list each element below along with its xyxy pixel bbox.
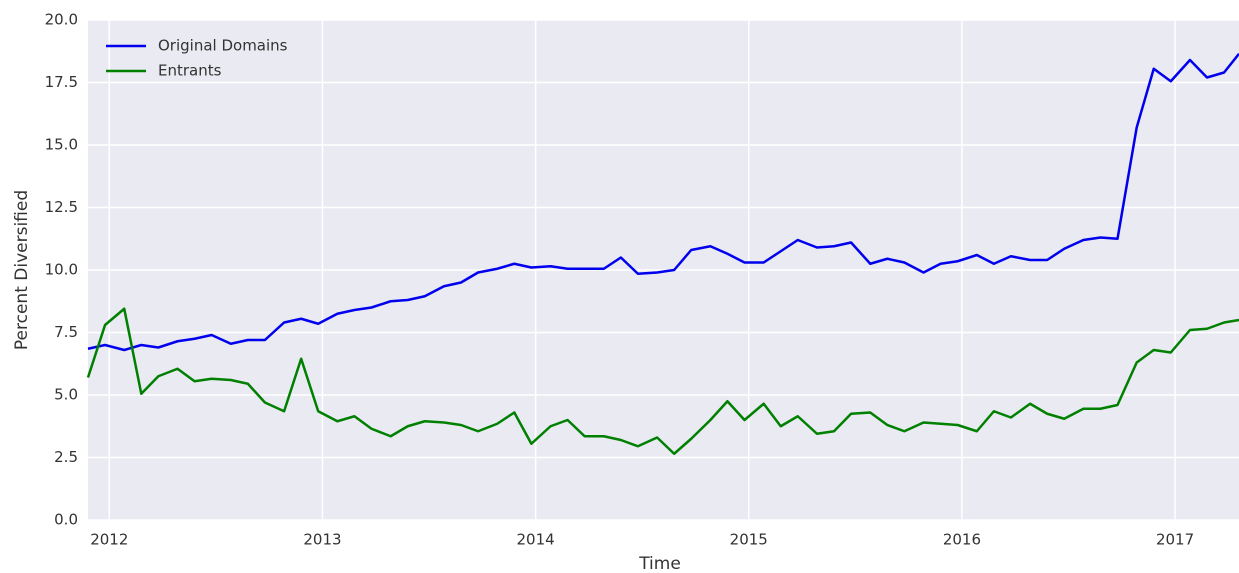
y-tick-label: 0.0 <box>54 511 78 529</box>
y-axis-label: Percent Diversified <box>12 190 32 350</box>
y-tick-label: 5.0 <box>54 386 78 404</box>
x-tick-label: 2017 <box>1156 531 1194 549</box>
y-tick-label: 20.0 <box>45 11 78 29</box>
y-tick-label: 15.0 <box>45 136 78 154</box>
y-tick-label: 7.5 <box>54 323 78 341</box>
y-tick-label: 2.5 <box>54 448 78 466</box>
legend-label: Entrants <box>158 62 222 80</box>
y-tick-label: 10.0 <box>45 261 78 279</box>
legend-label: Original Domains <box>158 37 288 55</box>
x-tick-label: 2013 <box>303 531 341 549</box>
x-axis-label: Time <box>638 554 681 573</box>
x-tick-label: 2014 <box>517 531 555 549</box>
y-tick-label: 17.5 <box>45 73 78 91</box>
line-series <box>86 307 1239 455</box>
x-tick-label: 2012 <box>90 531 128 549</box>
line-series <box>87 52 1239 352</box>
x-tick-label: 2015 <box>730 531 768 549</box>
x-tick-label: 2016 <box>943 531 981 549</box>
y-tick-label: 12.5 <box>45 198 78 216</box>
